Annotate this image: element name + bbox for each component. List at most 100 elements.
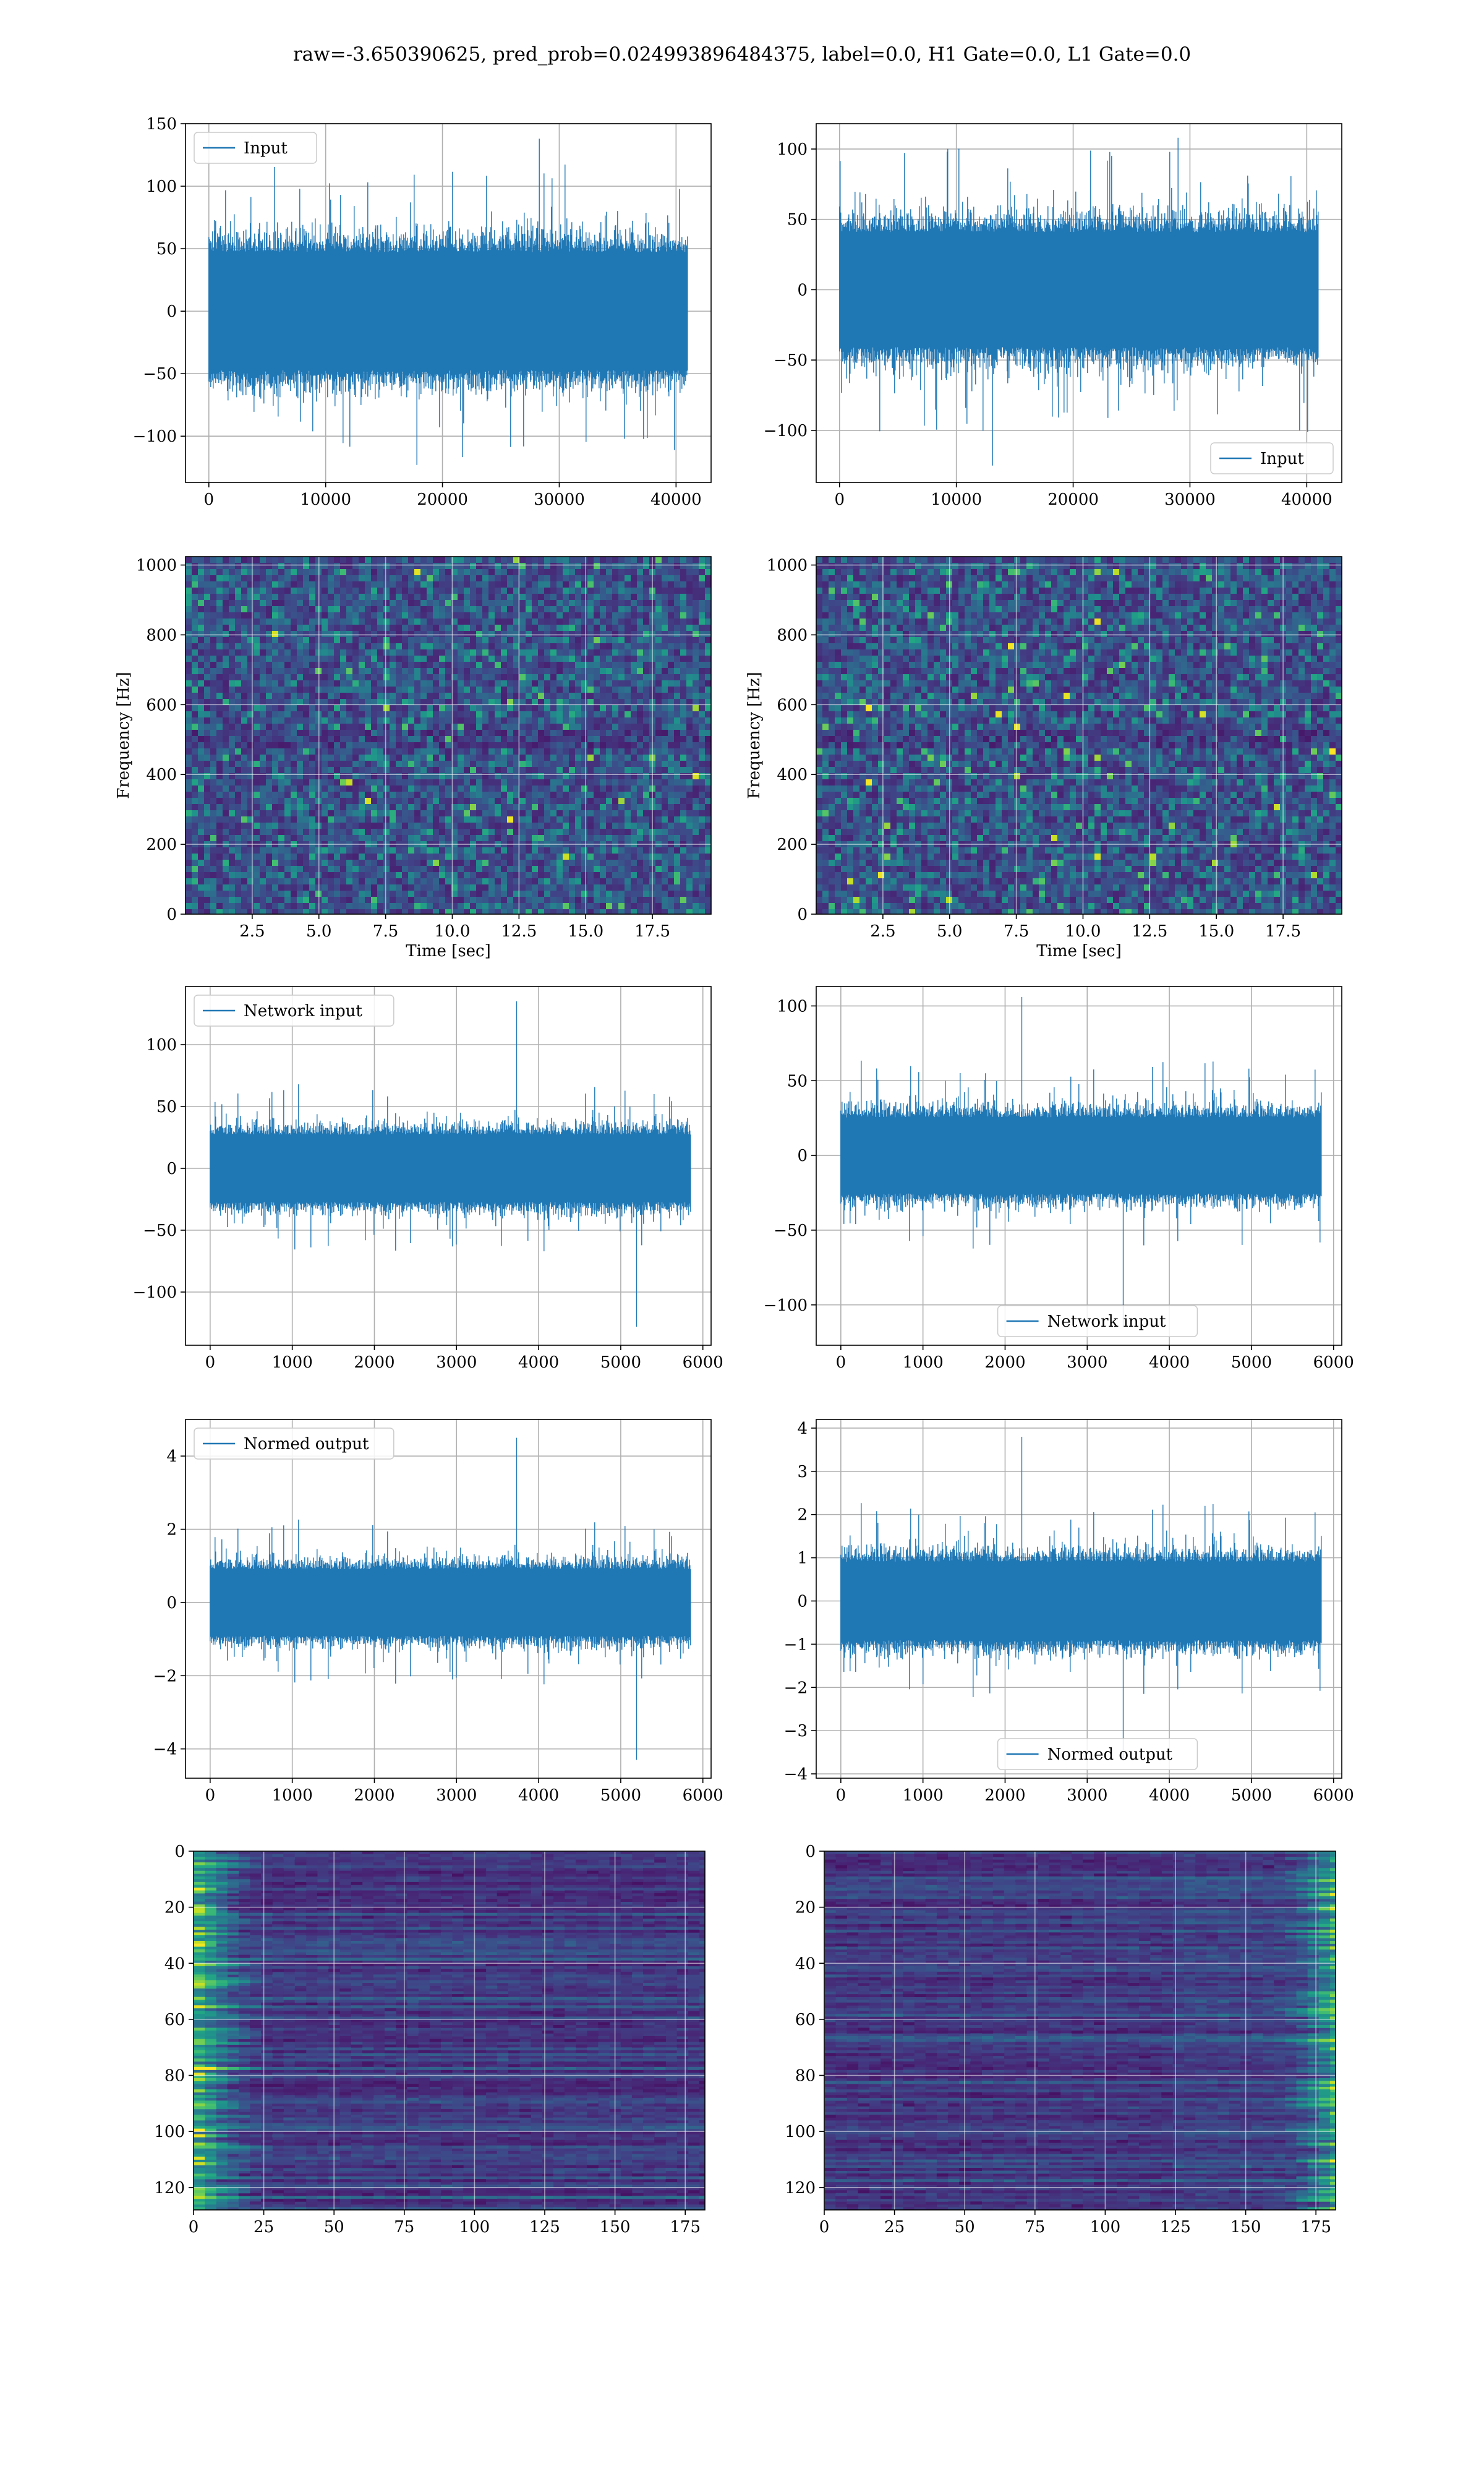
spectrogram-cells	[1156, 711, 1162, 717]
x-tick-label: 7.5	[373, 922, 398, 941]
spectrogram-cells	[1150, 699, 1156, 705]
heatmap-cells	[194, 2058, 205, 2062]
axes-frame	[816, 123, 1342, 483]
heatmap-cells	[205, 1932, 216, 1936]
spectrogram-cells	[210, 575, 686, 909]
heatmap-cells	[1318, 2179, 1331, 2183]
spectrogram-cells	[563, 903, 569, 909]
axes-frame	[185, 556, 712, 915]
y-tick-label: 0	[166, 1160, 177, 1178]
y-tick-label: −4	[784, 1765, 808, 1784]
y-axis-label: Frequency [Hz]	[745, 672, 764, 799]
legend-label: Normed output	[244, 1435, 369, 1453]
legend-label: Network input	[244, 1002, 362, 1021]
heatmap-cells	[194, 1977, 205, 1980]
spectrogram-cells	[884, 742, 890, 748]
spectrogram-cells	[816, 557, 1342, 915]
heatmap-cells	[824, 1901, 1252, 2152]
spectrogram-image	[813, 554, 1357, 922]
x-tick-label: 1000	[903, 1353, 944, 1372]
spectrogram-cells	[198, 600, 204, 606]
legend-box	[194, 1427, 394, 1460]
spectrogram-cells	[1125, 866, 1132, 872]
heatmap-cells	[1318, 1893, 1331, 1896]
heatmap-cells	[205, 2162, 216, 2165]
spectrogram-cells	[1033, 680, 1039, 687]
x-tick-label: 7.5	[1004, 922, 1029, 941]
spectrogram-cells	[186, 557, 711, 915]
heatmap-cells	[205, 1927, 216, 1930]
spectrogram-cells	[186, 581, 693, 903]
heatmap-cells	[205, 2058, 216, 2062]
x-tick-label: 5000	[1231, 1353, 1272, 1372]
x-tick-label: 12.5	[1132, 922, 1167, 941]
heatmap-cells	[205, 1963, 216, 1967]
y-tick-label: 1000	[767, 557, 808, 575]
legend-label: Input	[244, 139, 288, 158]
y-tick-label: 0	[166, 1594, 177, 1612]
heatmap-cells	[194, 2078, 205, 2081]
y-tick-label: −4	[153, 1740, 177, 1759]
heatmap-cells	[824, 1851, 1331, 2211]
heatmap-cells	[1318, 1904, 1342, 2168]
axes-frame	[816, 556, 1342, 915]
chart-feat-h1: 0 25 50 75 100 125 150 175 0 20 40 60 80 100 120	[154, 1843, 730, 2236]
y-tick-label: 50	[787, 1072, 808, 1090]
x-tick-label: 5000	[600, 1353, 641, 1372]
spectrogram-cells	[1305, 711, 1311, 717]
spectrogram-cells	[186, 557, 662, 903]
x-tick-label: 125	[1160, 2218, 1191, 2236]
heatmap-cells	[1296, 1854, 1342, 2160]
y-tick-label: 400	[777, 766, 808, 784]
x-tick-label: 20000	[1047, 490, 1099, 509]
x-tick-label: 0	[189, 2218, 199, 2236]
spectrogram-cells	[365, 798, 371, 804]
heatmap-cells	[194, 1904, 205, 1908]
spectrogram-cells	[816, 569, 1336, 903]
y-tick-label: −50	[143, 365, 177, 383]
y-tick-label: 0	[805, 1843, 816, 1861]
spectrogram-cells	[272, 631, 278, 637]
spectrogram-cells	[835, 600, 1305, 915]
spectrogram-cells	[977, 581, 983, 588]
y-tick-label: 20	[164, 1899, 185, 1917]
spectrogram-cells	[556, 711, 563, 717]
spectrogram-cells	[445, 736, 451, 742]
y-tick-label: 200	[777, 836, 808, 854]
heatmap-cells	[835, 1879, 1331, 2207]
heatmap-cells	[194, 1932, 205, 1936]
y-tick-label: 150	[146, 115, 177, 134]
spectrogram-cells	[427, 575, 433, 581]
heatmap-cells	[194, 2117, 205, 2121]
spectrogram-cells	[210, 835, 216, 841]
y-tick-label: 1	[797, 1549, 808, 1568]
y-tick-label: 0	[797, 1592, 808, 1611]
heatmap-cells	[205, 2072, 216, 2076]
heatmap-cells	[194, 1982, 205, 1986]
spectrogram-cells	[989, 761, 996, 767]
heatmap-cells	[936, 1921, 1331, 2183]
x-tick-label: 30000	[534, 490, 585, 509]
chart-input-l1: 0 10000 20000 30000 40000 −100 −50 0 50 100 Input	[764, 123, 1342, 509]
x-tick-label: 175	[1300, 2218, 1331, 2236]
heatmap-cells	[824, 1876, 1320, 2202]
heatmap-cells	[1318, 2039, 1331, 2042]
spectrogram-cells	[532, 736, 587, 748]
spectrogram-cells	[414, 569, 420, 575]
x-tick-label: 4000	[1149, 1353, 1190, 1372]
spectrogram-cells	[921, 748, 927, 755]
x-tick-label: 100	[1090, 2218, 1121, 2236]
axes-frame	[816, 986, 1342, 1346]
chart-norm-l1: 0 1000 2000 3000 4000 5000 6000 −4 −3 −2 −1 0 1 2 3 4 No…	[784, 1419, 1354, 1805]
heatmap-cells	[1318, 2207, 1331, 2211]
spectrogram-cells	[538, 835, 544, 841]
heatmap-cells	[892, 1885, 1320, 2202]
heatmap-cells	[194, 2176, 205, 2180]
legend: Input	[194, 132, 317, 164]
x-tick-label: 15.0	[1198, 922, 1234, 941]
spectrogram-cells	[291, 792, 297, 798]
y-tick-label: −100	[764, 422, 808, 440]
x-tick-label: 3000	[436, 1786, 477, 1805]
x-tick-label: 6000	[683, 1786, 723, 1805]
y-tick-label: 120	[154, 2179, 185, 2198]
